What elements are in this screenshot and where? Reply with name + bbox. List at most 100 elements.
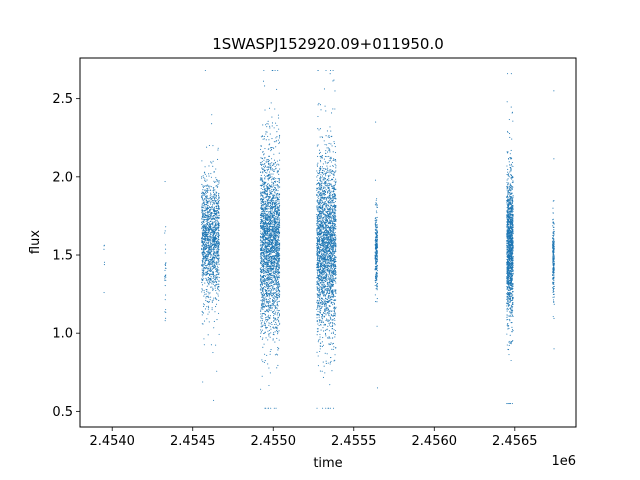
- data-point: [269, 190, 271, 192]
- data-point: [206, 230, 208, 232]
- data-point: [201, 199, 203, 201]
- data-point: [263, 210, 265, 212]
- data-point: [268, 251, 270, 253]
- data-point: [271, 147, 273, 149]
- data-point: [212, 230, 214, 232]
- data-point: [207, 192, 209, 194]
- data-point: [210, 247, 212, 249]
- data-point: [277, 225, 279, 227]
- data-point: [266, 274, 268, 276]
- data-point: [323, 279, 326, 282]
- data-point: [270, 168, 272, 170]
- data-point: [272, 338, 274, 340]
- data-point: [262, 218, 264, 220]
- data-point: [273, 218, 275, 221]
- data-point: [276, 194, 278, 196]
- data-point: [262, 233, 264, 235]
- data-point: [203, 217, 205, 219]
- data-point: [334, 201, 337, 203]
- data-point: [207, 282, 209, 284]
- data-point: [274, 292, 276, 294]
- data-point: [216, 265, 219, 267]
- data-point: [207, 301, 209, 303]
- data-point: [335, 167, 337, 169]
- data-point: [215, 177, 217, 179]
- data-point: [275, 188, 278, 190]
- data-point: [267, 135, 269, 137]
- data-point: [327, 308, 330, 311]
- data-point: [263, 185, 265, 187]
- data-point: [278, 203, 280, 205]
- data-point: [260, 289, 262, 291]
- data-point: [216, 292, 218, 294]
- data-point: [277, 311, 279, 313]
- data-point: [277, 331, 279, 333]
- data-point: [217, 149, 219, 151]
- data-point: [272, 197, 274, 199]
- data-point: [260, 331, 263, 333]
- data-point: [216, 270, 218, 272]
- data-point: [331, 186, 333, 188]
- data-point: [273, 265, 275, 267]
- data-point: [209, 229, 211, 231]
- data-point: [201, 227, 203, 229]
- data-point: [271, 284, 273, 287]
- data-point: [266, 295, 268, 297]
- data-point: [265, 221, 267, 223]
- data-point: [209, 249, 211, 251]
- data-point: [276, 221, 278, 223]
- data-point: [269, 372, 271, 374]
- data-point: [272, 214, 274, 216]
- data-point: [216, 207, 218, 210]
- data-point: [268, 316, 270, 318]
- data-point: [262, 304, 264, 306]
- data-point: [265, 238, 268, 240]
- data-point: [327, 294, 330, 296]
- data-point: [202, 235, 204, 237]
- data-point: [202, 215, 204, 217]
- data-point: [215, 256, 217, 258]
- data-point: [278, 152, 280, 154]
- data-point: [276, 131, 278, 133]
- data-point: [260, 306, 262, 308]
- data-point: [272, 272, 274, 274]
- data-point: [271, 256, 273, 258]
- data-point: [275, 190, 277, 192]
- data-point: [272, 296, 274, 298]
- data-point: [266, 184, 268, 186]
- data-point: [264, 147, 266, 150]
- data-point: [260, 323, 262, 325]
- data-point: [264, 302, 266, 304]
- data-point: [266, 272, 268, 274]
- data-point: [272, 277, 274, 279]
- data-point: [214, 209, 216, 212]
- data-point: [206, 285, 208, 287]
- data-point: [275, 305, 277, 307]
- data-point: [273, 234, 275, 236]
- data-point: [208, 187, 210, 189]
- data-point: [277, 228, 279, 230]
- data-point: [269, 217, 271, 219]
- data-point: [262, 268, 264, 270]
- data-point: [261, 157, 263, 160]
- data-point: [260, 185, 262, 187]
- data-point: [264, 203, 266, 206]
- data-point: [277, 245, 279, 247]
- data-point: [274, 186, 276, 188]
- data-point: [263, 135, 265, 138]
- data-point: [260, 262, 262, 264]
- data-point: [263, 186, 265, 188]
- data-point: [264, 188, 267, 190]
- data-point: [278, 330, 280, 332]
- data-point: [202, 264, 204, 266]
- data-point: [260, 230, 262, 232]
- data-point: [316, 271, 318, 273]
- data-point: [207, 238, 209, 240]
- data-point: [269, 239, 271, 241]
- data-point: [333, 199, 335, 201]
- data-point: [262, 183, 264, 185]
- data-point: [215, 193, 217, 195]
- data-point: [275, 200, 278, 202]
- data-point: [201, 197, 203, 200]
